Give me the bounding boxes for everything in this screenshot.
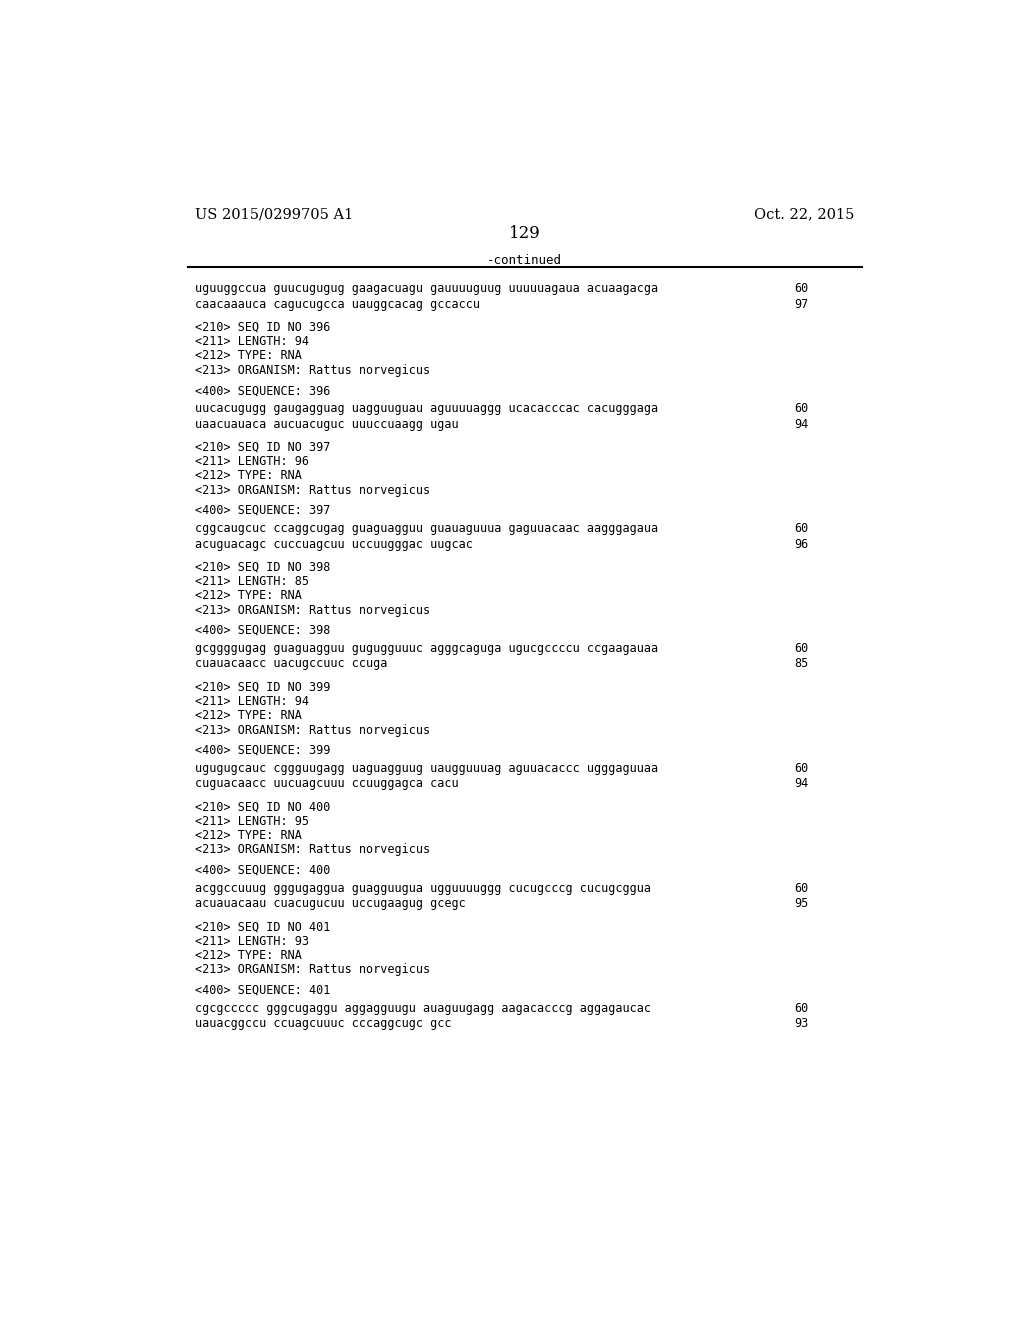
Text: <212> TYPE: RNA: <212> TYPE: RNA — [196, 829, 302, 842]
Text: <211> LENGTH: 94: <211> LENGTH: 94 — [196, 696, 309, 708]
Text: US 2015/0299705 A1: US 2015/0299705 A1 — [196, 207, 353, 222]
Text: <400> SEQUENCE: 401: <400> SEQUENCE: 401 — [196, 983, 331, 997]
Text: cuguacaacc uucuagcuuu ccuuggagca cacu: cuguacaacc uucuagcuuu ccuuggagca cacu — [196, 777, 459, 791]
Text: <213> ORGANISM: Rattus norvegicus: <213> ORGANISM: Rattus norvegicus — [196, 843, 430, 857]
Text: <213> ORGANISM: Rattus norvegicus: <213> ORGANISM: Rattus norvegicus — [196, 364, 430, 376]
Text: <211> LENGTH: 96: <211> LENGTH: 96 — [196, 455, 309, 469]
Text: ugugugcauc cggguugagg uaguagguug uaugguuuag aguuacaccc ugggaguuaa: ugugugcauc cggguugagg uaguagguug uaugguu… — [196, 762, 658, 775]
Text: Oct. 22, 2015: Oct. 22, 2015 — [754, 207, 854, 222]
Text: uucacugugg gaugagguag uagguuguau aguuuuaggg ucacacccac cacugggaga: uucacugugg gaugagguag uagguuguau aguuuua… — [196, 403, 658, 416]
Text: <213> ORGANISM: Rattus norvegicus: <213> ORGANISM: Rattus norvegicus — [196, 723, 430, 737]
Text: 85: 85 — [795, 657, 809, 671]
Text: -continued: -continued — [487, 253, 562, 267]
Text: <212> TYPE: RNA: <212> TYPE: RNA — [196, 589, 302, 602]
Text: cggcaugcuc ccaggcugag guaguagguu guauaguuua gaguuacaac aagggagaua: cggcaugcuc ccaggcugag guaguagguu guauagu… — [196, 523, 658, 536]
Text: <212> TYPE: RNA: <212> TYPE: RNA — [196, 350, 302, 363]
Text: acuguacagc cuccuagcuu uccuugggac uugcac: acuguacagc cuccuagcuu uccuugggac uugcac — [196, 537, 473, 550]
Text: <212> TYPE: RNA: <212> TYPE: RNA — [196, 470, 302, 482]
Text: <210> SEQ ID NO 397: <210> SEQ ID NO 397 — [196, 441, 331, 454]
Text: <210> SEQ ID NO 398: <210> SEQ ID NO 398 — [196, 561, 331, 574]
Text: 60: 60 — [795, 523, 809, 536]
Text: acggccuuug gggugaggua guagguugua ugguuuuggg cucugcccg cucugcggua: acggccuuug gggugaggua guagguugua ugguuuu… — [196, 882, 651, 895]
Text: <211> LENGTH: 85: <211> LENGTH: 85 — [196, 576, 309, 589]
Text: <210> SEQ ID NO 399: <210> SEQ ID NO 399 — [196, 681, 331, 694]
Text: cuauacaacc uacugccuuc ccuga: cuauacaacc uacugccuuc ccuga — [196, 657, 388, 671]
Text: <212> TYPE: RNA: <212> TYPE: RNA — [196, 949, 302, 962]
Text: 129: 129 — [509, 226, 541, 243]
Text: <211> LENGTH: 94: <211> LENGTH: 94 — [196, 335, 309, 348]
Text: 93: 93 — [795, 1018, 809, 1030]
Text: <213> ORGANISM: Rattus norvegicus: <213> ORGANISM: Rattus norvegicus — [196, 483, 430, 496]
Text: gcggggugag guaguagguu gugugguuuc agggcaguga ugucgccccu ccgaagauaa: gcggggugag guaguagguu gugugguuuc agggcag… — [196, 643, 658, 655]
Text: <211> LENGTH: 95: <211> LENGTH: 95 — [196, 814, 309, 828]
Text: <211> LENGTH: 93: <211> LENGTH: 93 — [196, 935, 309, 948]
Text: 95: 95 — [795, 898, 809, 911]
Text: cgcgccccc gggcugaggu aggagguugu auaguugagg aagacacccg aggagaucac: cgcgccccc gggcugaggu aggagguugu auaguuga… — [196, 1002, 651, 1015]
Text: 97: 97 — [795, 297, 809, 310]
Text: 60: 60 — [795, 762, 809, 775]
Text: caacaaauca cagucugcca uauggcacag gccaccu: caacaaauca cagucugcca uauggcacag gccaccu — [196, 297, 480, 310]
Text: 60: 60 — [795, 643, 809, 655]
Text: uauacggccu ccuagcuuuc cccaggcugc gcc: uauacggccu ccuagcuuuc cccaggcugc gcc — [196, 1018, 452, 1030]
Text: <210> SEQ ID NO 401: <210> SEQ ID NO 401 — [196, 921, 331, 933]
Text: <400> SEQUENCE: 399: <400> SEQUENCE: 399 — [196, 744, 331, 756]
Text: <400> SEQUENCE: 396: <400> SEQUENCE: 396 — [196, 384, 331, 397]
Text: <213> ORGANISM: Rattus norvegicus: <213> ORGANISM: Rattus norvegicus — [196, 964, 430, 977]
Text: acuauacaau cuacugucuu uccugaagug gcegc: acuauacaau cuacugucuu uccugaagug gcegc — [196, 898, 466, 911]
Text: <210> SEQ ID NO 400: <210> SEQ ID NO 400 — [196, 801, 331, 813]
Text: uguuggccua guucugugug gaagacuagu gauuuuguug uuuuuagaua acuaagacga: uguuggccua guucugugug gaagacuagu gauuuug… — [196, 282, 658, 296]
Text: uaacuauaca aucuacuguc uuuccuaagg ugau: uaacuauaca aucuacuguc uuuccuaagg ugau — [196, 417, 459, 430]
Text: 96: 96 — [795, 537, 809, 550]
Text: <210> SEQ ID NO 396: <210> SEQ ID NO 396 — [196, 321, 331, 334]
Text: 94: 94 — [795, 777, 809, 791]
Text: <400> SEQUENCE: 397: <400> SEQUENCE: 397 — [196, 504, 331, 517]
Text: 60: 60 — [795, 882, 809, 895]
Text: 94: 94 — [795, 417, 809, 430]
Text: 60: 60 — [795, 1002, 809, 1015]
Text: <400> SEQUENCE: 400: <400> SEQUENCE: 400 — [196, 863, 331, 876]
Text: 60: 60 — [795, 282, 809, 296]
Text: <212> TYPE: RNA: <212> TYPE: RNA — [196, 709, 302, 722]
Text: <400> SEQUENCE: 398: <400> SEQUENCE: 398 — [196, 624, 331, 638]
Text: <213> ORGANISM: Rattus norvegicus: <213> ORGANISM: Rattus norvegicus — [196, 603, 430, 616]
Text: 60: 60 — [795, 403, 809, 416]
